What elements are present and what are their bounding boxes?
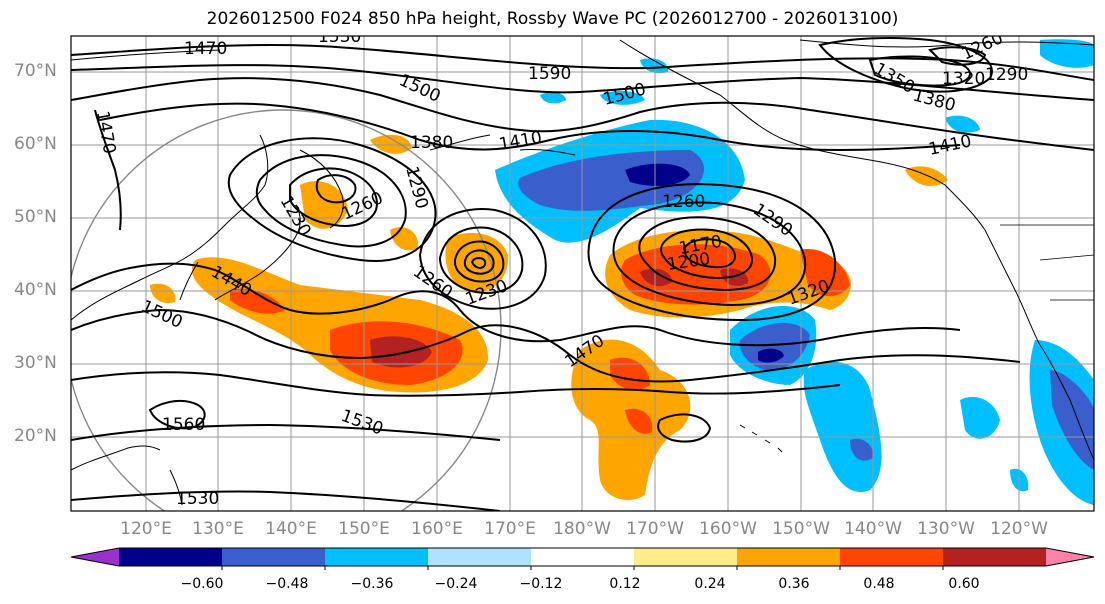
- china-coast: [71, 445, 161, 471]
- colorbar-tick-label: 0.24: [694, 576, 726, 592]
- colorbar-tick-label: −0.12: [519, 576, 563, 592]
- kamchatka-coast: [299, 149, 344, 229]
- height-contours: [71, 36, 1094, 511]
- positive-anomaly-kamchatka-low: [370, 134, 412, 154]
- colorbar-bin: [943, 548, 1047, 566]
- lon-tick-label: 180°W: [553, 519, 611, 539]
- contour-label: 1260: [662, 192, 705, 212]
- asia-coast: [71, 134, 269, 321]
- contour-label: 1410: [497, 128, 543, 155]
- reference-circle: [71, 109, 502, 511]
- contour-label: 1260: [339, 188, 387, 224]
- colorbar-tick-label: 0.60: [948, 576, 980, 592]
- lon-tick-label: 130°E: [192, 519, 244, 539]
- lat-tick-label: 30°N: [14, 353, 57, 373]
- low-gulf-of-alaska-contour-2: [612, 201, 807, 307]
- lon-tick-label: 120°W: [990, 519, 1048, 539]
- low-central-pacific-contour-2: [438, 226, 524, 294]
- colorbar-outline: [70, 547, 1095, 567]
- anomaly-shading: [150, 39, 1094, 505]
- lon-tick-label: 140°W: [844, 519, 902, 539]
- contour-label: 1380: [410, 133, 453, 153]
- lat-tick-label: 70°N: [14, 61, 57, 81]
- north-america-west-coast: [984, 229, 1094, 461]
- arctic-coast: [71, 39, 1094, 61]
- philippines: [169, 469, 183, 506]
- contour-label: 1530: [338, 406, 385, 440]
- contour-label: 1380: [911, 86, 958, 117]
- contour-label: 1470: [184, 39, 227, 59]
- contour-label: 1350: [871, 59, 918, 98]
- contour-label: 1590: [528, 64, 571, 84]
- contour-label: 1290: [985, 65, 1028, 85]
- low-kamchatka-contour-3: [289, 167, 378, 227]
- colorbar-tick-label: 0.12: [609, 576, 641, 592]
- lon-tick-label: 160°W: [699, 519, 757, 539]
- negative-anomaly-arctic: [1040, 39, 1094, 68]
- lon-tick-label: 150°W: [772, 519, 830, 539]
- hawaii-islands: [739, 424, 783, 453]
- lon-tick-label: 140°E: [265, 519, 317, 539]
- north-america-interior-lines: [1000, 224, 1094, 301]
- colorbar-bin: [325, 548, 429, 566]
- lon-tick-label: 120°E: [120, 519, 172, 539]
- lat-tick-label: 50°N: [14, 207, 57, 227]
- colorbar-bin: [222, 548, 326, 566]
- lat-tick-label: 20°N: [14, 426, 57, 446]
- colorbar-bin: [428, 548, 532, 566]
- colorbar-tick-label: −0.48: [265, 576, 309, 592]
- map-title: 2026012500 F024 850 hPa height, Rossby W…: [206, 9, 899, 29]
- colorbar-bin: [840, 548, 944, 566]
- japan-coast: [214, 204, 301, 301]
- low-kamchatka-contour-2: [255, 154, 407, 248]
- low-gulf-of-alaska-contour-1: [587, 183, 837, 322]
- lat-tick-label: 60°N: [14, 134, 57, 154]
- map-frame: [70, 35, 1095, 512]
- contour-label: 1290: [749, 200, 796, 241]
- negative-anomaly-hawaii: [803, 361, 882, 492]
- lon-tick-label: 130°W: [917, 519, 975, 539]
- colorbar-bin: [531, 548, 635, 566]
- colorbar-bin: [634, 548, 738, 566]
- colorbar-tick-label: 0.48: [863, 576, 895, 592]
- lon-tick-label: 160°E: [411, 519, 463, 539]
- lon-tick-label: 170°E: [484, 519, 536, 539]
- contour-label: 1530: [318, 27, 361, 47]
- low-central-pacific-contour-1: [418, 208, 547, 310]
- lon-tick-label: 150°E: [338, 519, 390, 539]
- contour-label: 1530: [176, 489, 219, 509]
- positive-anomaly-japan-center: [370, 336, 432, 368]
- colorbar-bin: [119, 548, 223, 566]
- colorbar-tick-label: 0.36: [778, 576, 810, 592]
- aleutian-islands: [429, 134, 576, 156]
- low-kamchatka-contour-4: [315, 174, 357, 204]
- low-kamchatka-contour-1: [227, 137, 437, 262]
- colorbar-tick-label: −0.36: [350, 576, 394, 592]
- lon-tick-label: 170°W: [626, 519, 684, 539]
- lat-tick-label: 40°N: [14, 280, 57, 300]
- contour-label: 1320: [942, 69, 985, 89]
- colorbar-bin: [737, 548, 841, 566]
- colorbar-tick-label: −0.24: [434, 576, 478, 592]
- colorbar-extend-max: [1046, 548, 1094, 566]
- colorbar-tick-label: −0.60: [180, 576, 224, 592]
- colorbar: [70, 547, 1095, 570]
- colorbar-extend-min: [71, 548, 119, 566]
- contour-label: 1410: [927, 131, 973, 160]
- negative-anomaly-center: [625, 163, 690, 186]
- contour-label: 1560: [162, 415, 205, 435]
- contour-label: 1500: [601, 79, 648, 110]
